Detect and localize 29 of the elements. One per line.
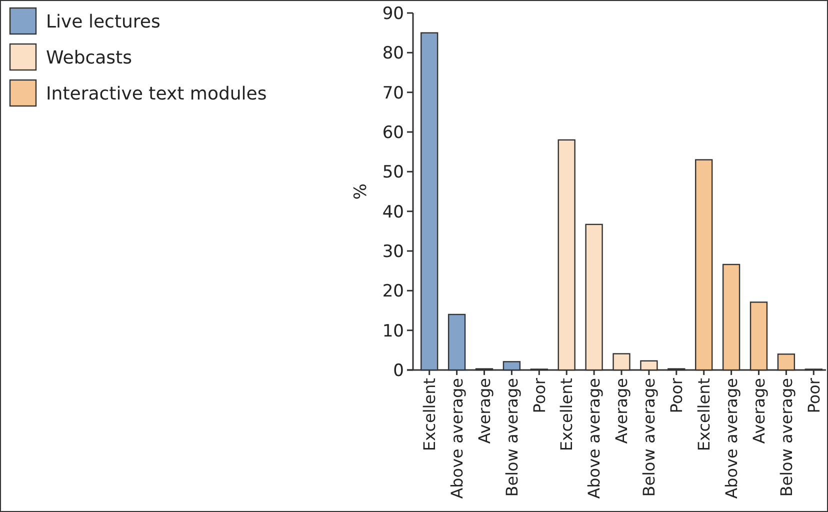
y-tick-label: 20	[382, 282, 404, 302]
y-tick-label: 90	[382, 4, 404, 24]
y-tick-label: 60	[382, 122, 404, 143]
legend-label: Interactive text modules	[46, 83, 267, 104]
x-tick-label: Excellent	[557, 378, 576, 452]
y-tick-label: 70	[382, 83, 404, 104]
x-tick-label: Poor	[804, 378, 824, 414]
x-tick-label: Above average	[722, 378, 741, 499]
x-tick-label: Average	[749, 378, 768, 444]
x-tick-label: Poor	[667, 378, 686, 414]
y-tick-label: 0	[393, 360, 404, 381]
legend-label: Webcasts	[46, 47, 132, 68]
x-tick-label: Excellent	[420, 378, 439, 452]
y-tick-label: 50	[382, 162, 404, 183]
x-tick-label: Poor	[530, 378, 549, 414]
x-tick-label: Average	[474, 378, 494, 444]
y-tick-label: 40	[382, 202, 404, 222]
y-tick-label: 30	[382, 242, 404, 262]
x-tick-label: Below average	[640, 378, 659, 497]
x-tick-label: Above average	[447, 378, 466, 499]
x-tick-label: Below average	[776, 378, 796, 497]
y-axis-title: %	[351, 183, 371, 200]
x-tick-label: Average	[612, 378, 632, 444]
x-tick-label: Above average	[584, 378, 604, 499]
x-tick-label: Below average	[502, 378, 522, 497]
y-tick-label: 80	[382, 44, 404, 64]
y-tick-label: 10	[382, 321, 404, 342]
x-tick-label: Excellent	[694, 378, 714, 452]
legend-label: Live lectures	[46, 11, 160, 32]
